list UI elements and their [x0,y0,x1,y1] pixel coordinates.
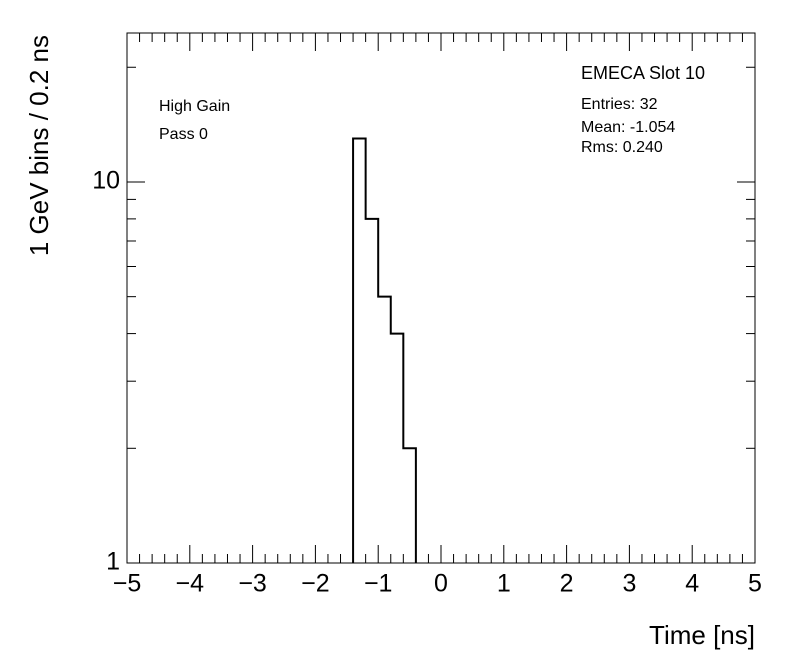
x-tick-label: 0 [434,570,448,598]
x-tick-label: 2 [560,570,574,598]
y-tick-label: 10 [92,167,120,195]
bar [366,219,379,563]
bar [378,297,391,563]
x-tick-label: 3 [622,570,636,598]
x-tick-label: −4 [176,570,205,598]
x-axis-label: Time [ns] [649,620,755,650]
bar [353,139,366,563]
y-axis-label: 1 GeV bins / 0.2 ns [24,35,54,256]
bar [403,448,416,563]
x-tick-label: 4 [685,570,699,598]
x-tick-label: 5 [748,570,762,598]
annotation: High Gain [159,98,230,115]
stat-entries: Entries: 32 [581,96,658,113]
x-tick-label: −1 [364,570,393,598]
annotation: Pass 0 [159,126,208,143]
x-tick-label: −5 [113,570,142,598]
y-tick-label: 1 [106,548,120,576]
x-tick-label: −3 [238,570,267,598]
x-tick-label: −2 [301,570,330,598]
bar [391,334,404,563]
stat-rms: Rms: 0.240 [581,139,663,156]
legend-title: EMECA Slot 10 [581,63,705,83]
histogram-outline [352,137,417,563]
x-tick-label: 1 [497,570,511,598]
stat-mean: Mean: -1.054 [581,119,675,136]
